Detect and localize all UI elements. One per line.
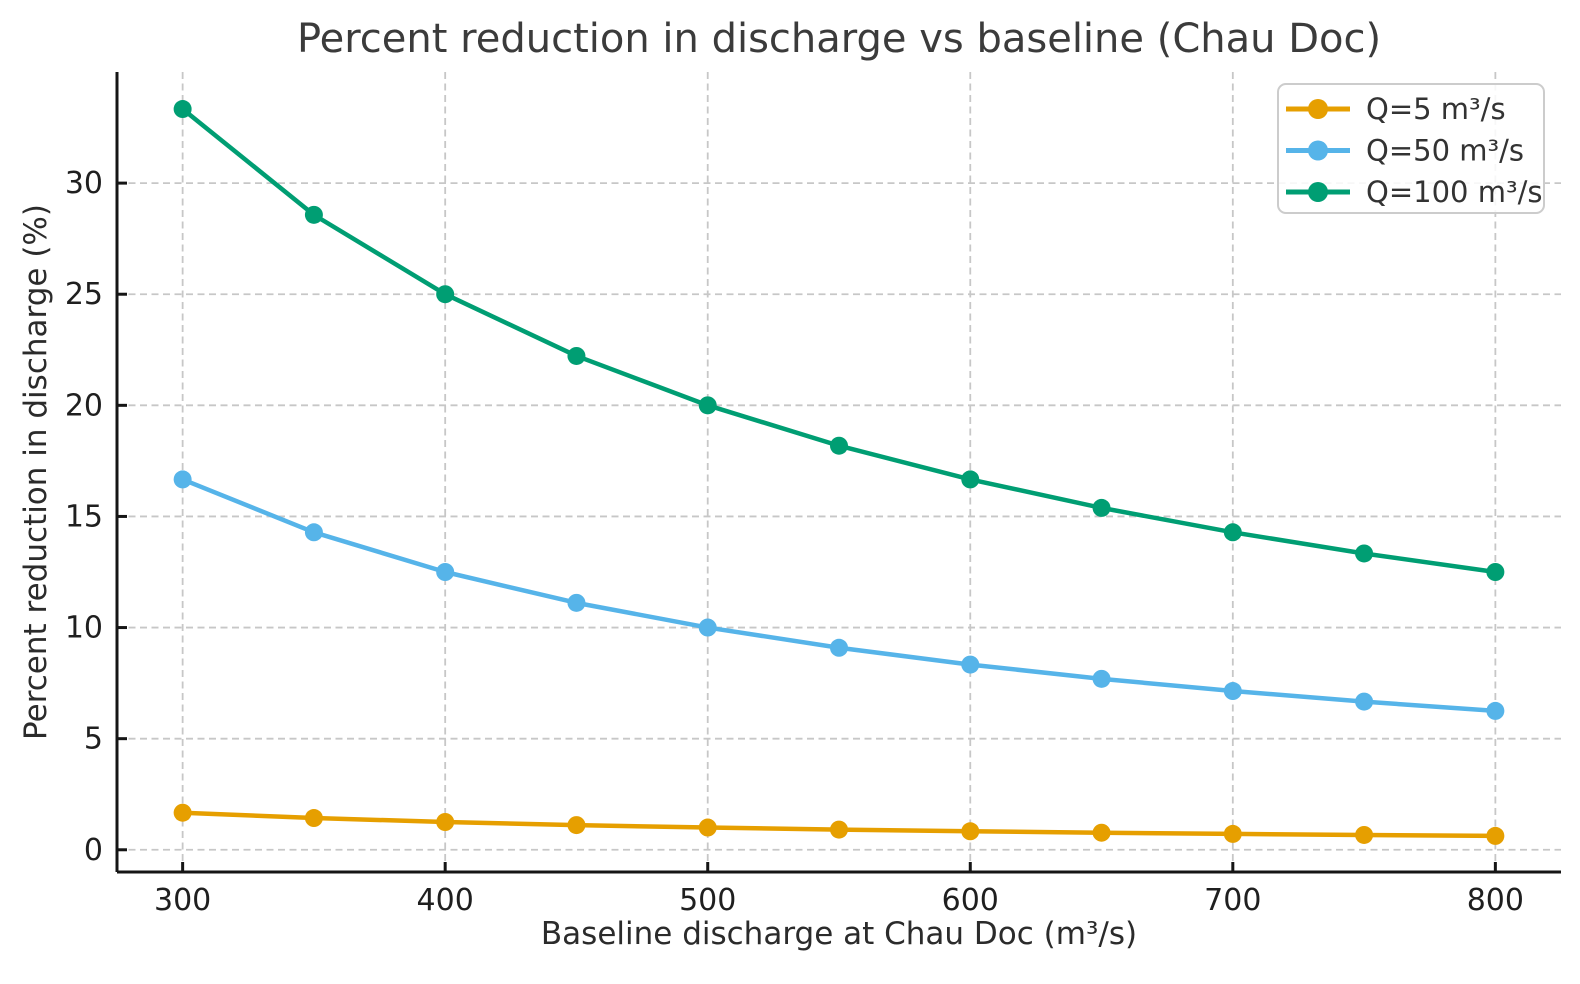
data-point — [1486, 563, 1505, 581]
data-point — [1223, 824, 1242, 843]
data-point — [698, 618, 717, 637]
data-point — [436, 563, 455, 581]
y-tick-label: 0 — [84, 833, 103, 868]
legend: Q=5 m³/s Q=50 m³/s Q=100 m³/s — [1277, 83, 1545, 214]
data-point — [1486, 701, 1505, 720]
y-tick-label: 10 — [65, 611, 103, 646]
legend-item: Q=50 m³/s — [1286, 134, 1524, 168]
data-point — [1355, 692, 1374, 711]
data-point — [698, 818, 717, 837]
data-point — [567, 593, 586, 612]
legend-item: Q=5 m³/s — [1286, 92, 1506, 126]
legend-marker — [1308, 140, 1328, 161]
axis-layer — [115, 72, 1561, 874]
chart-title: Percent reduction in discharge vs baseli… — [297, 16, 1381, 62]
series-q-50-m-s — [173, 470, 1505, 720]
data-point — [304, 523, 323, 542]
legend-label: Q=5 m³/s — [1366, 92, 1506, 126]
y-tick-label: 5 — [84, 722, 103, 757]
series-line — [180, 477, 1498, 714]
x-axis-label: Baseline discharge at Chau Doc (m³/s) — [541, 916, 1137, 952]
data-point — [567, 816, 586, 835]
data-point — [1092, 669, 1111, 688]
series-q-100-m-s — [173, 100, 1505, 581]
legend-item: Q=100 m³/s — [1286, 175, 1542, 209]
legend-marker — [1308, 99, 1328, 119]
data-point — [436, 285, 455, 304]
data-point — [304, 205, 323, 224]
legend-marker — [1308, 182, 1328, 202]
series-q-5-m-s — [173, 803, 1505, 845]
y-tick-label: 20 — [65, 388, 103, 423]
data-point — [173, 803, 192, 822]
x-tick-label: 300 — [154, 883, 211, 918]
data-point — [961, 822, 980, 841]
x-tick-label: 700 — [1204, 883, 1261, 918]
data-point — [1092, 823, 1111, 842]
legend-label: Q=50 m³/s — [1366, 134, 1524, 168]
data-point — [830, 638, 848, 657]
data-point — [173, 470, 192, 489]
y-tick-label: 30 — [65, 166, 103, 201]
x-tick-label: 800 — [1467, 883, 1524, 918]
data-point — [1355, 544, 1374, 563]
data-point — [1355, 825, 1374, 844]
data-point — [1223, 682, 1242, 701]
x-tick-label: 400 — [417, 883, 474, 918]
data-point — [961, 470, 980, 489]
data-point — [1486, 826, 1505, 845]
tick-labels: 300 400 500 600 700 800 0 5 10 15 20 25 30 — [65, 166, 1524, 918]
data-point — [698, 396, 717, 415]
x-tick-label: 600 — [942, 883, 999, 918]
legend-label: Q=100 m³/s — [1366, 175, 1542, 209]
data-point — [304, 809, 323, 828]
x-tick-label: 500 — [679, 883, 736, 918]
data-point — [436, 813, 455, 831]
data-point — [1092, 498, 1111, 517]
legend-box — [1277, 83, 1545, 214]
y-tick-label: 25 — [65, 277, 103, 312]
data-point — [830, 436, 848, 455]
series-layer — [173, 100, 1505, 845]
data-point — [830, 820, 848, 839]
y-tick-label: 15 — [65, 499, 103, 534]
data-point — [567, 346, 586, 365]
y-axis-label: Percent reduction in discharge (%) — [18, 204, 54, 740]
data-point — [961, 655, 980, 674]
data-point — [173, 100, 192, 119]
data-point — [1223, 523, 1242, 542]
